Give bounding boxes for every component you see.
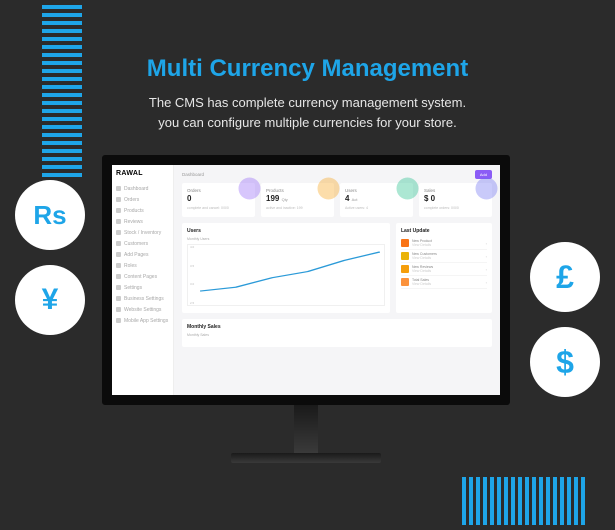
chevron-right-icon: ›: [486, 241, 487, 246]
update-item[interactable]: Total SalesView Details›: [401, 276, 487, 289]
update-label: Total SalesView Details: [412, 278, 483, 286]
card-footer: active and inactive: 199: [266, 206, 329, 210]
sidebar-item[interactable]: Roles: [116, 260, 169, 271]
stat-card[interactable]: Products199 Qtyactive and inactive: 199: [261, 183, 334, 217]
breadcrumb: Dashboard: [182, 172, 204, 177]
card-blob: [318, 178, 340, 200]
nav-icon: [116, 219, 121, 224]
currency-badge-yen: ¥: [15, 265, 85, 335]
update-item[interactable]: New ProductView Details›: [401, 237, 487, 250]
monitor-base: [231, 453, 381, 463]
update-icon: [401, 239, 409, 247]
update-label: New CustomersView Details: [412, 252, 483, 260]
card-footer: Active users: 4: [345, 206, 408, 210]
monitor-neck: [294, 405, 318, 453]
stat-card[interactable]: Users4 ActActive users: 4: [340, 183, 413, 217]
monthly-sales-panel: Monthly Sales Monthly Sales: [182, 319, 492, 347]
chevron-right-icon: ›: [486, 280, 487, 285]
sidebar-item[interactable]: Business Settings: [116, 293, 169, 304]
sidebar-item[interactable]: Add Pages: [116, 249, 169, 260]
monitor: RAWAL Dashboard Orders Products Reviews Stoc…: [102, 155, 510, 463]
main-content: Dashboard Add Orders0 complete and cance…: [174, 165, 500, 395]
chevron-right-icon: ›: [486, 254, 487, 259]
nav-icon: [116, 241, 121, 246]
card-blob: [239, 178, 261, 200]
nav-label: Add Pages: [124, 252, 148, 258]
nav-icon: [116, 296, 121, 301]
update-icon: [401, 278, 409, 286]
update-item[interactable]: New CustomersView Details›: [401, 250, 487, 263]
brand: RAWAL: [116, 170, 169, 177]
users-panel-subtitle: Monthly Users: [187, 237, 385, 241]
decor-bars-bottom-right: [462, 477, 585, 525]
users-panel: Users Monthly Users 4.03.53.02.5: [182, 223, 390, 313]
sidebar-item[interactable]: Website Settings: [116, 304, 169, 315]
nav-label: Roles: [124, 263, 137, 269]
last-update-title: Last Update: [401, 228, 487, 234]
update-label: New ReviewsView Details: [412, 265, 483, 273]
nav-label: Customers: [124, 241, 148, 247]
nav-icon: [116, 263, 121, 268]
screen: RAWAL Dashboard Orders Products Reviews Stoc…: [102, 155, 510, 405]
card-blob: [397, 178, 419, 200]
sidebar-item[interactable]: Mobile App Settings: [116, 315, 169, 326]
sidebar-item[interactable]: Orders: [116, 194, 169, 205]
nav-label: Website Settings: [124, 307, 161, 313]
sidebar-item[interactable]: Stock / Inventory: [116, 227, 169, 238]
nav-label: Orders: [124, 197, 139, 203]
sidebar: RAWAL Dashboard Orders Products Reviews Stoc…: [112, 165, 174, 395]
monthly-sales-subtitle: Monthly Sales: [187, 333, 487, 337]
card-footer: complete and cancel: 0/0/0: [187, 206, 250, 210]
update-item[interactable]: New ReviewsView Details›: [401, 263, 487, 276]
users-panel-title: Users: [187, 228, 385, 234]
sidebar-item[interactable]: Content Pages: [116, 271, 169, 282]
monthly-sales-title: Monthly Sales: [187, 324, 487, 330]
sidebar-item[interactable]: Customers: [116, 238, 169, 249]
sidebar-item[interactable]: Settings: [116, 282, 169, 293]
nav-icon: [116, 318, 121, 323]
update-icon: [401, 252, 409, 260]
nav-icon: [116, 252, 121, 257]
update-icon: [401, 265, 409, 273]
currency-badge-dollar: $: [530, 327, 600, 397]
nav-icon: [116, 186, 121, 191]
nav-label: Content Pages: [124, 274, 157, 280]
nav-icon: [116, 274, 121, 279]
breadcrumb-row: Dashboard Add: [182, 170, 492, 179]
sidebar-item[interactable]: Dashboard: [116, 183, 169, 194]
nav-label: Stock / Inventory: [124, 230, 161, 236]
nav-icon: [116, 197, 121, 202]
stat-card[interactable]: Orders0 complete and cancel: 0/0/0: [182, 183, 255, 217]
stat-cards: Orders0 complete and cancel: 0/0/0Produc…: [182, 183, 492, 217]
page-title: Multi Currency Management: [0, 0, 615, 83]
sidebar-item[interactable]: Products: [116, 205, 169, 216]
nav-label: Products: [124, 208, 144, 214]
sidebar-item[interactable]: Reviews: [116, 216, 169, 227]
nav-icon: [116, 230, 121, 235]
nav-icon: [116, 307, 121, 312]
update-label: New ProductView Details: [412, 239, 483, 247]
currency-badge-pound: £: [530, 242, 600, 312]
nav-label: Business Settings: [124, 296, 164, 302]
nav-label: Reviews: [124, 219, 143, 225]
users-chart: 4.03.53.02.5: [187, 244, 385, 306]
nav-icon: [116, 208, 121, 213]
card-footer: complete orders: 0/0/0: [424, 206, 487, 210]
card-blob: [476, 178, 498, 200]
last-update-panel: Last Update New ProductView Details›New …: [396, 223, 492, 313]
chevron-right-icon: ›: [486, 267, 487, 272]
nav-icon: [116, 285, 121, 290]
stat-card[interactable]: Sales$ 0 complete orders: 0/0/0: [419, 183, 492, 217]
decor-bars-top-left: [42, 5, 82, 177]
nav-label: Settings: [124, 285, 142, 291]
nav-label: Dashboard: [124, 186, 148, 192]
dashboard: RAWAL Dashboard Orders Products Reviews Stoc…: [112, 165, 500, 395]
currency-badge-rs: Rs: [15, 180, 85, 250]
page-subtitle: The CMS has complete currency management…: [0, 93, 615, 132]
nav-label: Mobile App Settings: [124, 318, 168, 324]
